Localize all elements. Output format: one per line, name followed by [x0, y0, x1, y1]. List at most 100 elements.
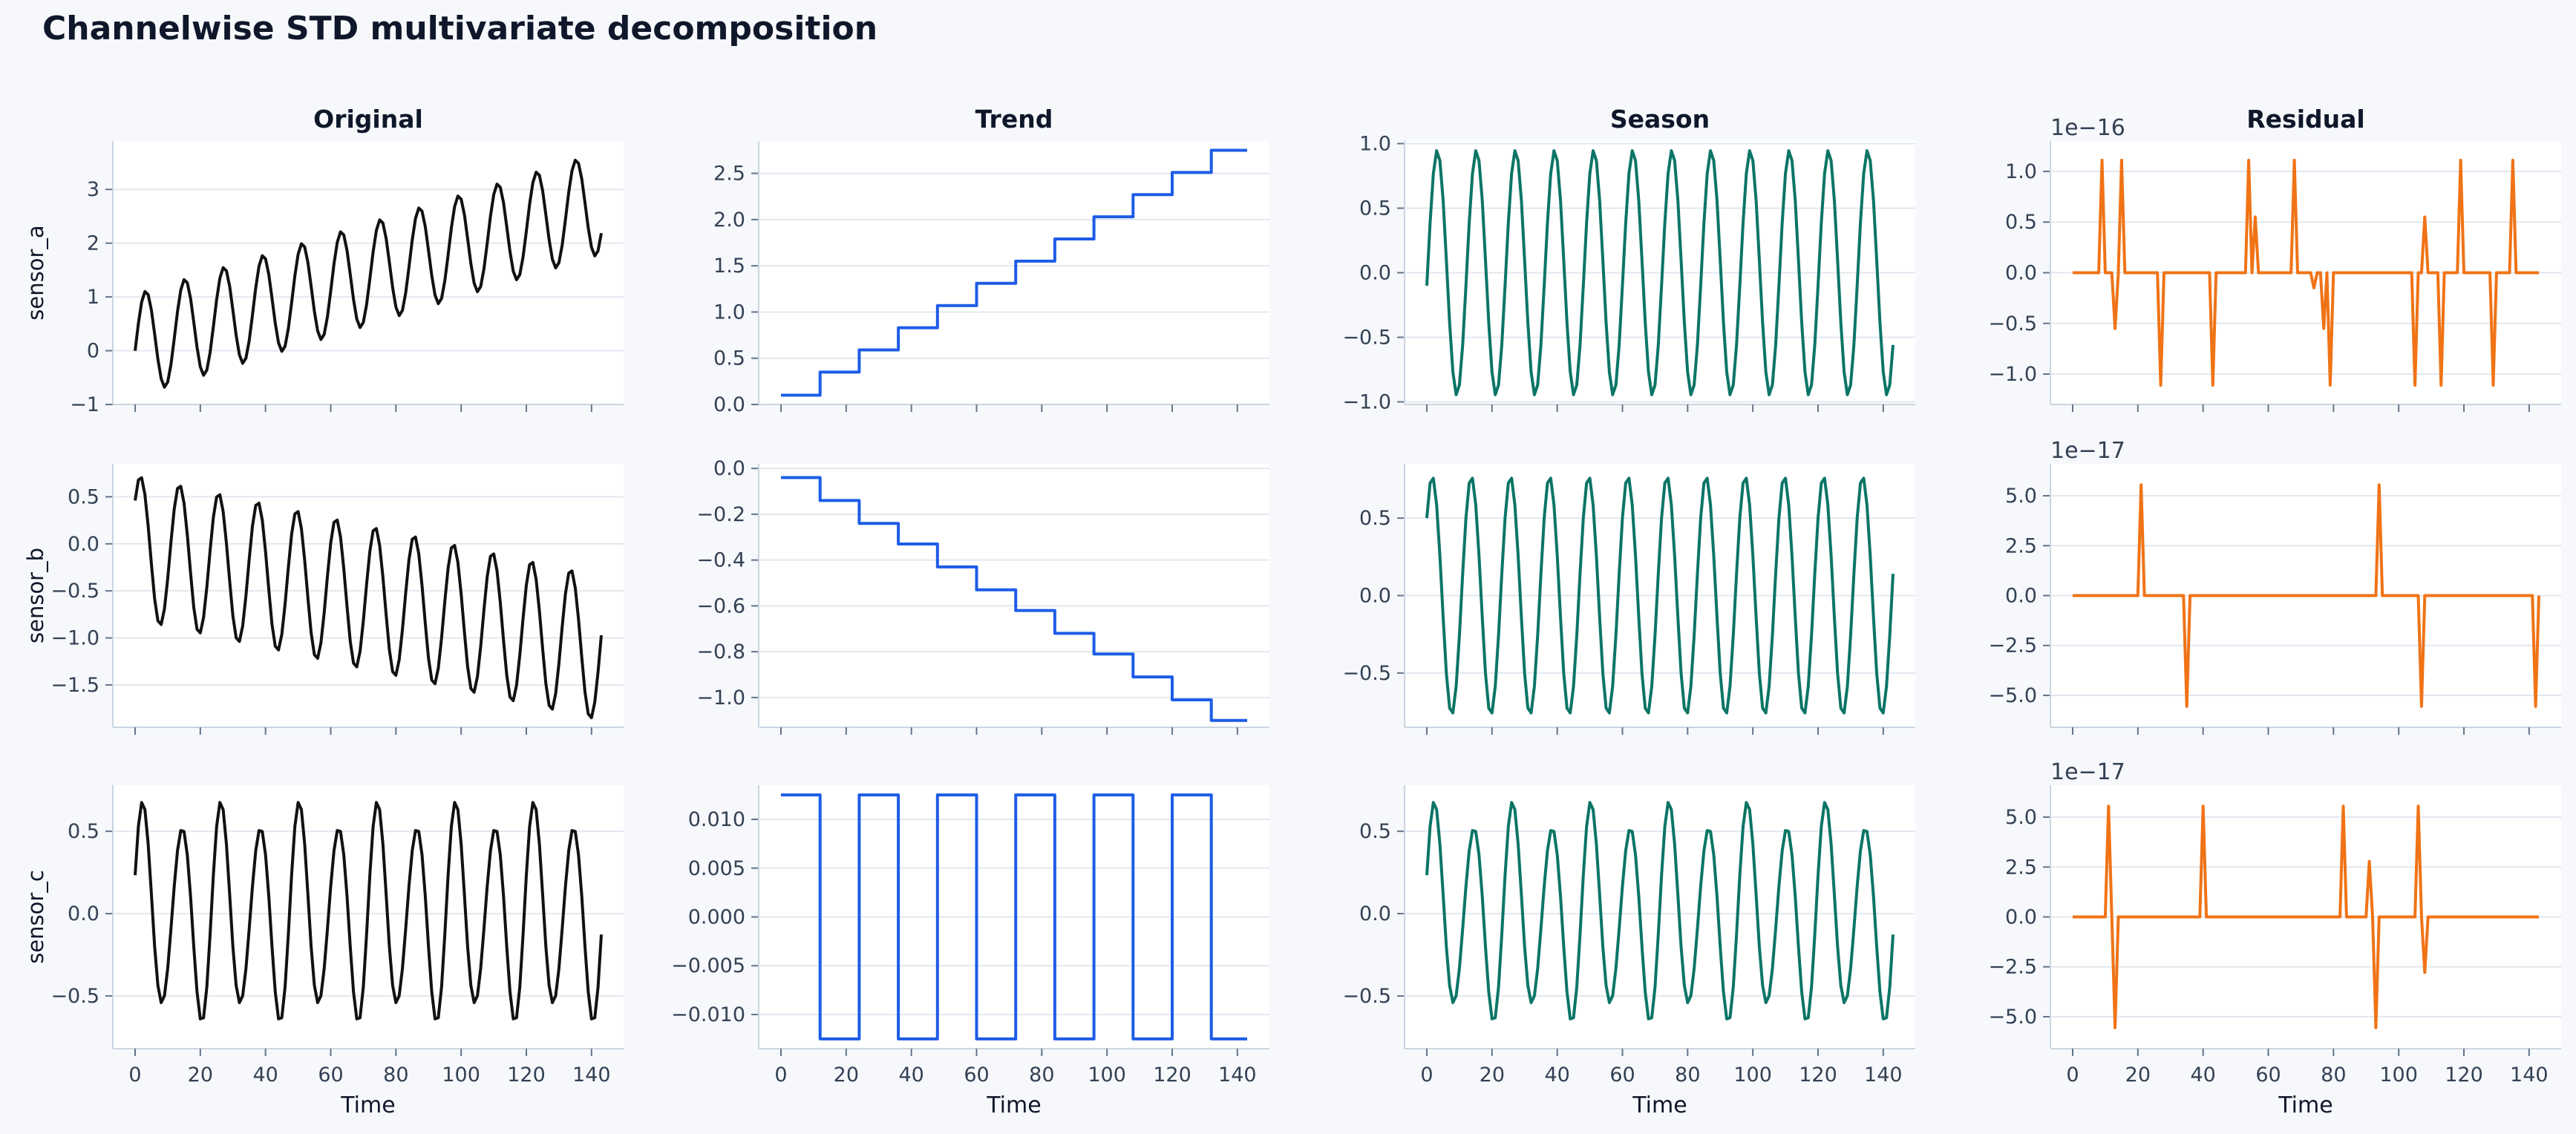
x-tick-label: 100 — [442, 1063, 480, 1087]
y-tick-label: −1.0 — [1988, 363, 2037, 386]
y-tick-label: 1.0 — [1359, 132, 1391, 155]
y-tick-label: 0.010 — [688, 808, 745, 831]
column-title: Residual — [2246, 105, 2364, 134]
y-tick-label: 5.0 — [2005, 485, 2037, 508]
column-title: Original — [313, 105, 423, 134]
x-tick-label: 100 — [1733, 1063, 1772, 1087]
y-tick-label: 0.0 — [68, 533, 99, 556]
y-tick-label: −0.8 — [696, 640, 745, 663]
y-tick-label: 2.0 — [713, 209, 745, 232]
y-tick-label: −0.4 — [696, 549, 745, 572]
series-line-residual — [2073, 158, 2539, 387]
panel-background — [113, 141, 624, 404]
x-tick-label: 0 — [2066, 1063, 2079, 1087]
y-tick-label: 0.5 — [1359, 197, 1391, 220]
x-tick-label: 40 — [252, 1063, 278, 1087]
panel-sensor_b-trend: −1.0 −0.8 −0.6 −0.4 −0.2 0.0 — [696, 457, 1269, 735]
y-tick-label: 0.5 — [1359, 507, 1391, 530]
y-tick-label: −0.5 — [1342, 985, 1391, 1008]
y-tick-label: −0.5 — [1988, 312, 2037, 335]
x-tick-label: 100 — [2379, 1063, 2418, 1087]
series-line-season — [1425, 801, 1895, 1020]
row-label: sensor_c — [23, 870, 48, 964]
x-tick-label: 0 — [128, 1063, 141, 1087]
y-tick-label: −1.0 — [50, 627, 99, 650]
x-tick-label: 40 — [1544, 1063, 1569, 1087]
panel-sensor_a-original: −1 0 1 2 3 — [70, 141, 624, 416]
y-tick-label: 0.0 — [1359, 902, 1391, 925]
y-tick-label: 0.0 — [2005, 585, 2037, 608]
x-tick-label: 120 — [507, 1063, 546, 1087]
panel-background — [759, 141, 1269, 404]
panel-background — [759, 464, 1269, 727]
panel-sensor_b-season: −0.5 0.0 0.5 — [1342, 464, 1915, 735]
y-tick-label: 0.0 — [1359, 585, 1391, 608]
x-tick-label: 80 — [383, 1063, 408, 1087]
series-line-original — [134, 801, 603, 1020]
series-line-trend — [781, 793, 1247, 1040]
x-tick-label: 80 — [1029, 1063, 1054, 1087]
y-tick-label: 2.5 — [2005, 534, 2037, 557]
x-axis-label: Time — [2278, 1092, 2333, 1118]
x-tick-label: 0 — [774, 1063, 787, 1087]
y-tick-label: 0 — [87, 340, 99, 363]
y-tick-label: −2.5 — [1988, 956, 2037, 979]
panel-sensor_c-residual: −5.0 −2.5 0.0 2.5 5.0 0 20 40 60 80 100 120 140 Time 1… — [1988, 759, 2561, 1118]
y-tick-label: 1 — [87, 286, 99, 309]
panel-sensor_b-original: −1.5 −1.0 −0.5 0.0 0.5 — [50, 464, 624, 735]
y-tick-label: 1.0 — [2005, 160, 2037, 183]
offset-text: 1e−16 — [2050, 115, 2125, 141]
y-tick-label: −0.6 — [696, 594, 745, 617]
column-title: Season — [1610, 105, 1710, 134]
y-tick-label: 0.0 — [2005, 906, 2037, 929]
y-tick-label: −2.5 — [1988, 635, 2037, 658]
y-tick-label: 2.5 — [2005, 856, 2037, 879]
y-tick-label: 1.0 — [713, 301, 745, 324]
y-tick-label: −1.0 — [696, 686, 745, 709]
y-tick-label: 1.5 — [713, 255, 745, 278]
y-tick-label: −1.5 — [50, 674, 99, 697]
x-tick-label: 140 — [572, 1063, 611, 1087]
y-tick-label: 5.0 — [2005, 806, 2037, 829]
y-tick-label: 0.0 — [1359, 262, 1391, 285]
y-tick-label: 2.5 — [713, 163, 745, 186]
panel-grid: −1 0 1 2 3 0.0 0.5 1.0 1.5 2.0 2.5 −1.0 −0.5 0.0 0.5 1.… — [23, 105, 2561, 1118]
x-tick-label: 60 — [2255, 1063, 2281, 1087]
y-tick-label: −5.0 — [1988, 684, 2037, 707]
x-tick-label: 20 — [2125, 1063, 2151, 1087]
x-axis-label: Time — [1632, 1092, 1687, 1118]
x-tick-label: 60 — [964, 1063, 989, 1087]
x-tick-label: 80 — [1675, 1063, 1700, 1087]
x-tick-label: 120 — [1153, 1063, 1191, 1087]
y-tick-label: 0.000 — [688, 906, 745, 929]
y-tick-label: 0.5 — [68, 485, 99, 508]
y-tick-label: 0.0 — [713, 457, 745, 480]
y-tick-label: −0.5 — [50, 985, 99, 1008]
x-tick-label: 140 — [2510, 1063, 2549, 1087]
x-tick-label: 120 — [1799, 1063, 1837, 1087]
y-tick-label: 2 — [87, 232, 99, 255]
y-tick-label: 0.0 — [2005, 262, 2037, 285]
series-line-original — [134, 158, 603, 389]
y-tick-label: −0.005 — [671, 954, 745, 977]
x-tick-label: 80 — [2321, 1063, 2346, 1087]
series-line-residual — [2073, 483, 2540, 708]
y-tick-label: 3 — [87, 178, 99, 201]
y-tick-label: 0.0 — [68, 902, 99, 925]
panel-sensor_c-season: −0.5 0.0 0.5 0 20 40 60 80 100 120 140 Time — [1342, 785, 1915, 1118]
y-tick-label: −0.2 — [696, 503, 745, 526]
x-tick-label: 60 — [318, 1063, 343, 1087]
panel-sensor_a-residual: −1.0 −0.5 0.0 0.5 1.0 1e−16 — [1988, 115, 2561, 412]
column-title: Trend — [975, 105, 1053, 134]
x-tick-label: 40 — [2190, 1063, 2215, 1087]
series-line-residual — [2073, 804, 2539, 1029]
y-tick-label: −0.010 — [671, 1003, 745, 1026]
x-tick-label: 140 — [1864, 1063, 1903, 1087]
panel-sensor_c-trend: −0.010 −0.005 0.000 0.005 0.010 0 20 40 60 80 100 1… — [671, 785, 1269, 1118]
x-tick-label: 20 — [188, 1063, 213, 1087]
x-tick-label: 100 — [1088, 1063, 1126, 1087]
panel-sensor_b-residual: −5.0 −2.5 0.0 2.5 5.0 1e−17 — [1988, 438, 2561, 735]
y-tick-label: 0.5 — [1359, 820, 1391, 843]
y-tick-label: 0.5 — [2005, 211, 2037, 234]
